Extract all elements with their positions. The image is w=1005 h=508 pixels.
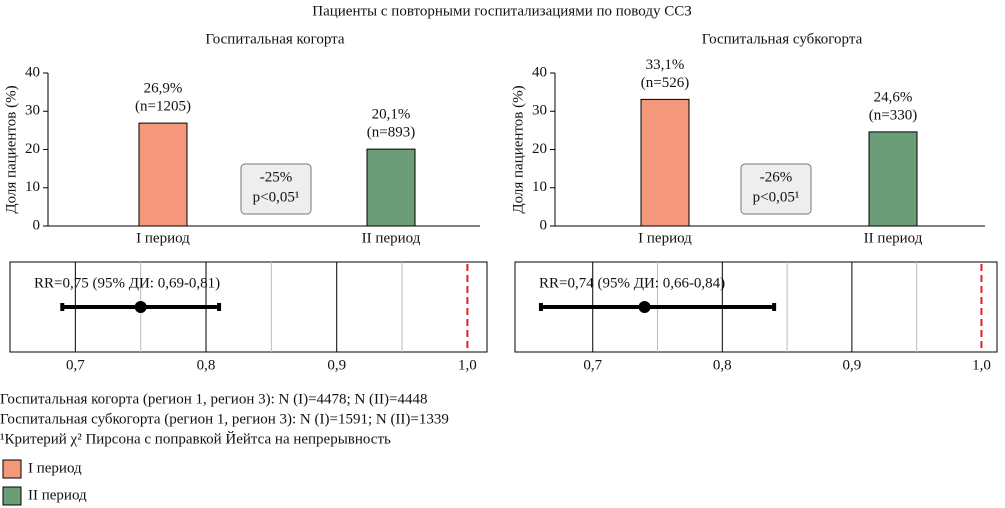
x-tick-label: 0,7 — [66, 357, 85, 373]
x-tick-label: 0,9 — [327, 357, 346, 373]
y-tick-label: 40 — [532, 64, 547, 80]
annotation-box — [240, 163, 312, 215]
value-label: 26,9% — [144, 81, 183, 97]
footnote: Госпитальная когорта (регион 1, регион 3… — [0, 391, 428, 407]
bar — [138, 122, 188, 227]
point-estimate — [134, 301, 147, 313]
y-tick-label: 20 — [25, 141, 40, 157]
x-tick-label: 1,0 — [458, 357, 477, 373]
footnote: ¹Критерий χ² Пирсона с поправкой Йейтса … — [0, 430, 391, 447]
legend-swatch — [2, 486, 22, 506]
chart-title: Госпитальная когорта — [205, 31, 344, 47]
annotation-text: p<0,05¹ — [253, 189, 300, 205]
value-label: 20,1% — [372, 107, 411, 123]
legend-label: II период — [28, 487, 87, 503]
n-label: (n=526) — [641, 75, 689, 91]
y-tick-label: 0 — [33, 217, 41, 233]
annotation-text: p<0,05¹ — [753, 189, 800, 205]
value-label: 24,6% — [874, 89, 913, 105]
y-tick-label: 10 — [532, 179, 547, 195]
bar — [366, 148, 416, 227]
x-tick-label: 0,7 — [583, 357, 602, 373]
x-tick-label: II период — [864, 230, 923, 246]
footnote: Госпитальная субкогорта (регион 1, регио… — [0, 411, 449, 427]
y-tick-label: 40 — [25, 64, 40, 80]
annotation-text: -25% — [260, 169, 293, 185]
point-estimate — [638, 301, 651, 313]
x-tick-label: 0,8 — [713, 357, 732, 373]
y-tick-label: 20 — [532, 141, 547, 157]
y-tick-label: 0 — [540, 217, 548, 233]
annotation-box — [740, 163, 812, 215]
figure-title: Пациенты с повторными госпитализациями п… — [312, 3, 691, 19]
x-tick-label: I период — [638, 230, 692, 246]
x-tick-label: I период — [136, 230, 190, 246]
y-axis-label: Доля пациентов (%) — [3, 85, 19, 213]
y-tick-label: 10 — [25, 179, 40, 195]
legend-label: I период — [28, 460, 82, 476]
x-tick-label: 0,8 — [197, 357, 216, 373]
annotation-text: -26% — [760, 169, 793, 185]
chart-title: Госпитальная субкогорта — [702, 31, 863, 47]
x-tick-label: 0,9 — [843, 357, 862, 373]
bar — [640, 98, 690, 227]
n-label: (n=330) — [869, 107, 917, 123]
x-tick-label: II период — [362, 230, 421, 246]
y-tick-label: 30 — [25, 103, 40, 119]
bar — [868, 131, 918, 227]
x-tick-label: 1,0 — [972, 357, 991, 373]
legend-swatch — [2, 459, 22, 479]
rr-label: RR=0,75 (95% ДИ: 0,69-0,81) — [34, 275, 220, 291]
y-tick-label: 30 — [532, 103, 547, 119]
n-label: (n=1205) — [135, 99, 191, 115]
value-label: 33,1% — [646, 57, 685, 73]
y-axis-label: Доля пациентов (%) — [510, 85, 526, 213]
rr-label: RR=0,74 (95% ДИ: 0,66-0,84) — [539, 275, 725, 291]
n-label: (n=893) — [367, 125, 415, 141]
